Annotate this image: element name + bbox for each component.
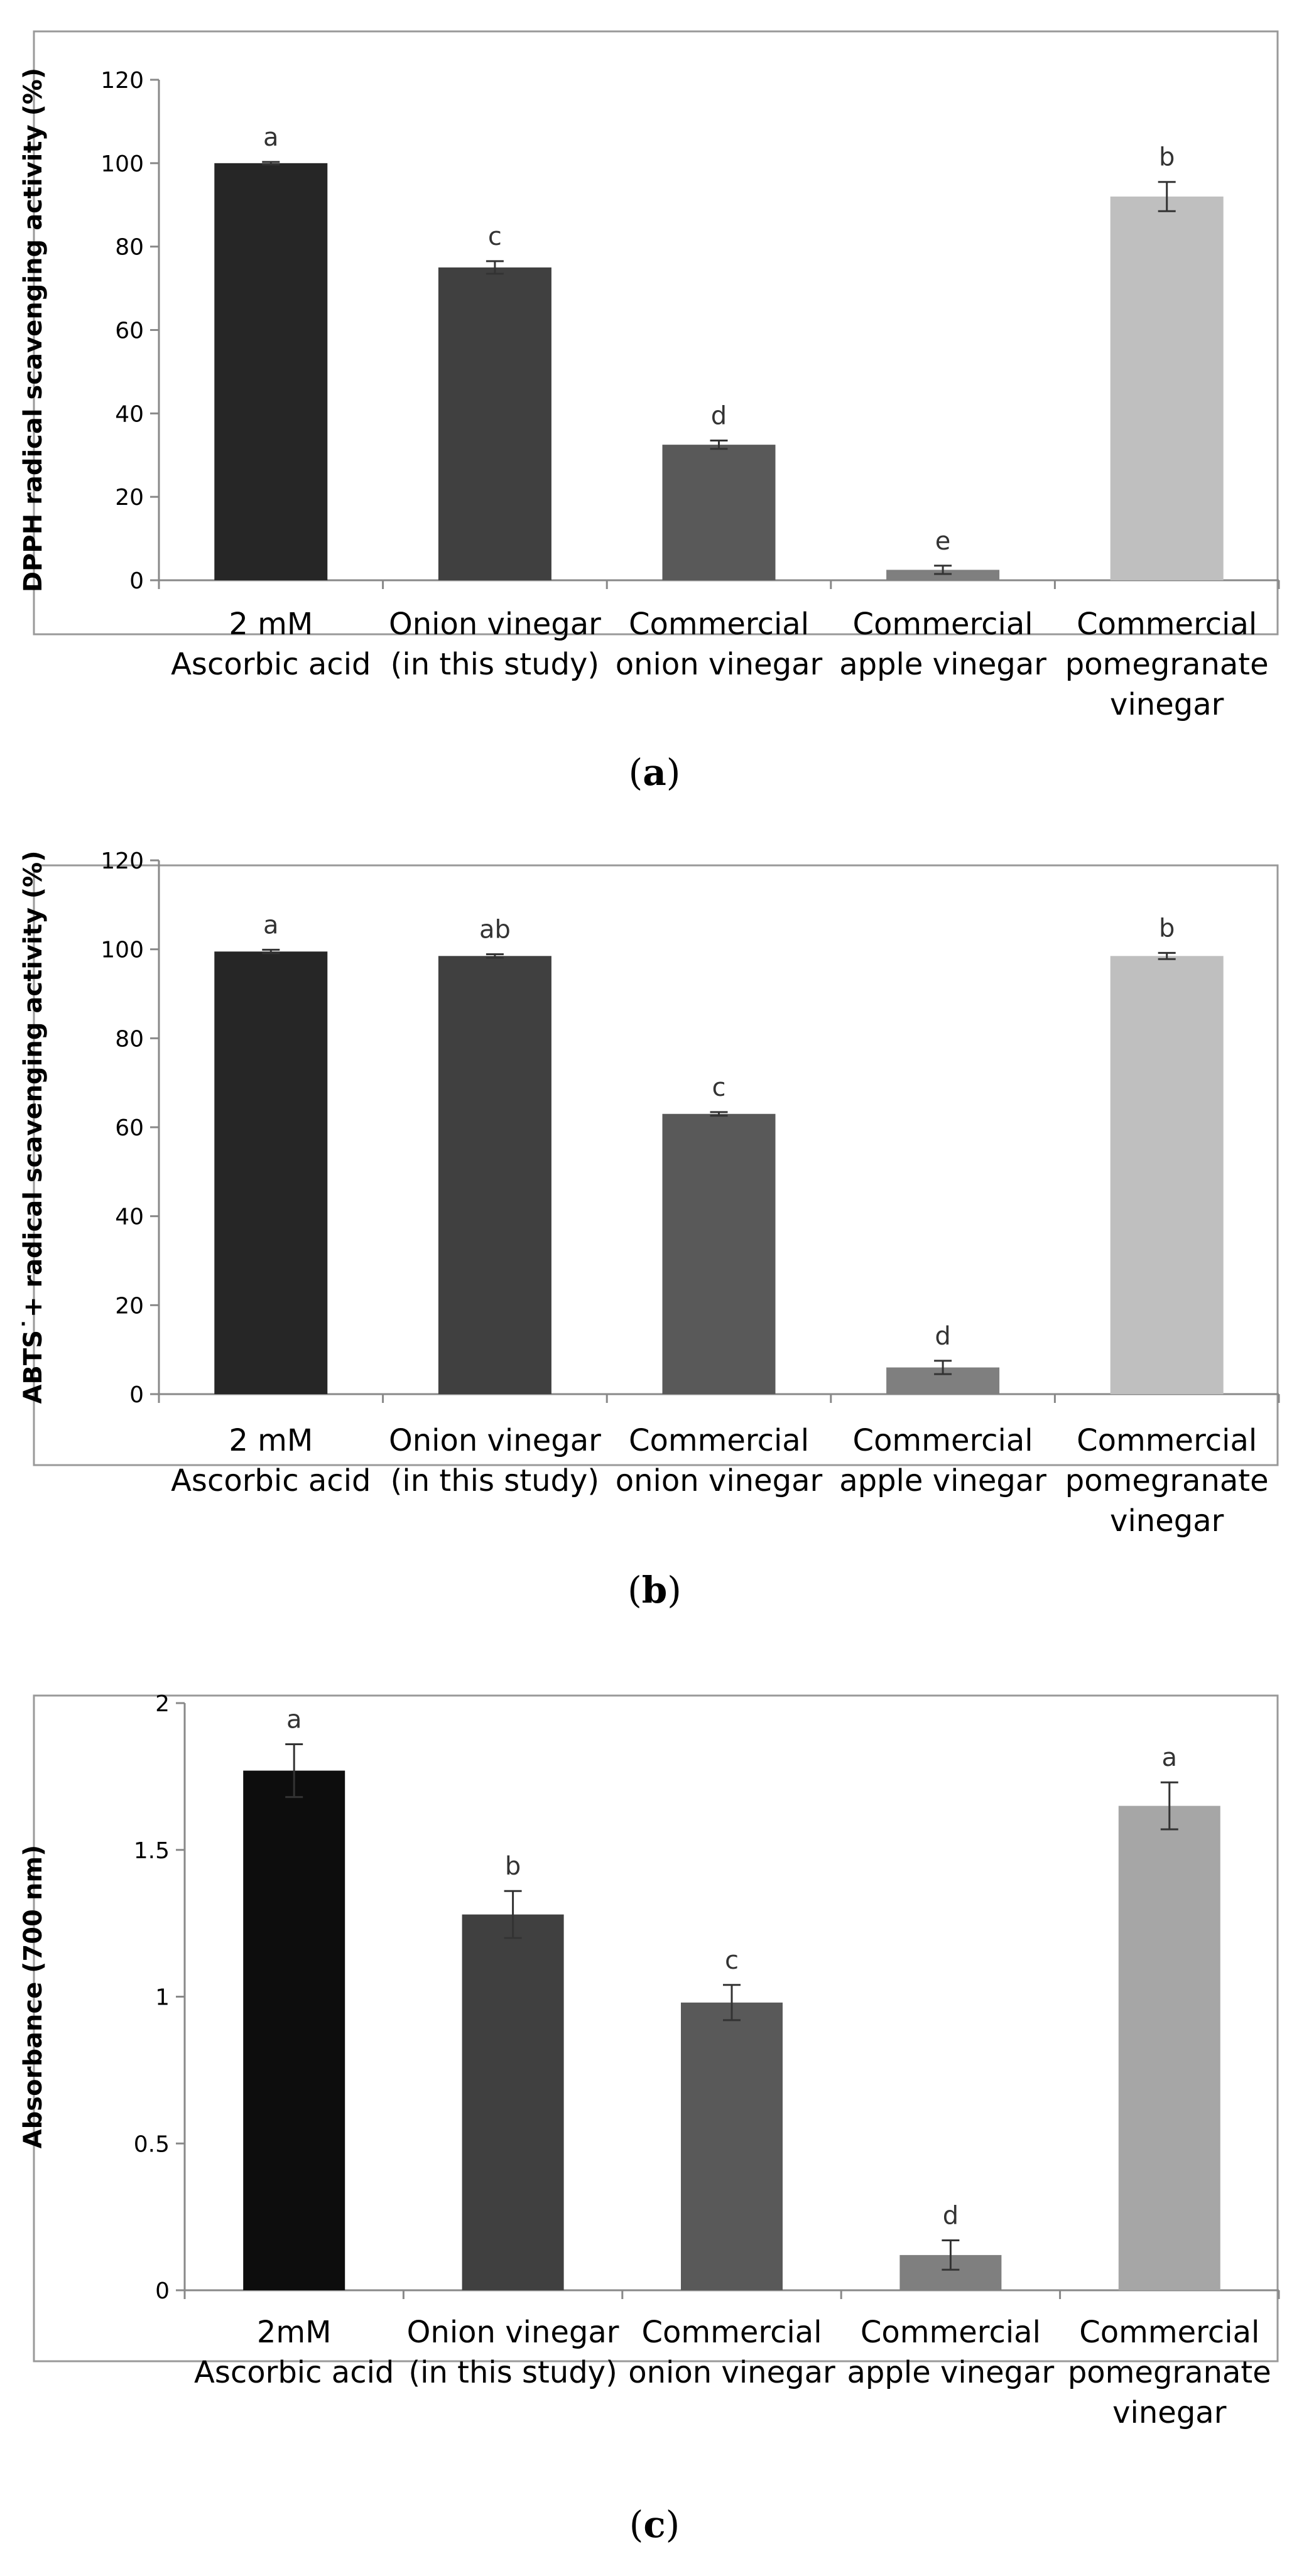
significance-letter: a [263, 911, 279, 939]
significance-letter: d [943, 2202, 959, 2231]
chart-panel-c: 0 0.5 1 1.5 2 Absorbance (700 nm) a 2mM Ascorbic… [19, 1691, 1280, 2546]
y-axis-label: Absorbance (700 nm) [19, 1845, 48, 2149]
significance-letter: a [263, 123, 279, 152]
category-label: Commercial [629, 1423, 809, 1458]
y-tick-label: 120 [100, 68, 144, 94]
category-label: Commercial [853, 607, 1033, 642]
y-tick-label: 100 [100, 938, 144, 963]
bar [438, 267, 551, 580]
y-tick-label: 100 [100, 151, 144, 177]
panel-label: (c) [629, 2503, 680, 2546]
category-label: 2 mM [229, 1423, 313, 1458]
bar [662, 445, 776, 580]
chart-panel-b: 0 20 40 60 80 100 120 ABTS˙+ radical scavenging… [19, 848, 1280, 1611]
category-label: Onion vinegar [389, 1423, 601, 1458]
y-tick-label: 20 [115, 485, 144, 511]
y-axis-label: ABTS˙+ radical scavenging activity (%) [19, 850, 48, 1404]
significance-letter: b [505, 1852, 521, 1881]
bar [1110, 196, 1224, 580]
y-tick-label: 40 [115, 401, 144, 427]
bar [214, 951, 328, 1394]
category-label: apple vinegar [839, 647, 1046, 682]
category-label: Commercial [629, 607, 809, 642]
category-label: Onion vinegar [389, 607, 601, 642]
y-tick-label: 20 [115, 1293, 144, 1319]
y-tick-label: 1 [155, 1985, 170, 2011]
category-label: 2 mM [229, 607, 313, 642]
y-tick-label: 120 [100, 848, 144, 874]
category-label: Ascorbic acid [171, 647, 371, 682]
category-label: pomegranate [1068, 2355, 1271, 2390]
category-label: Commercial [861, 2315, 1041, 2350]
category-label: Commercial [1077, 607, 1257, 642]
category-label: Commercial [1077, 1423, 1257, 1458]
significance-letter: a [1162, 1743, 1178, 1772]
category-label: Ascorbic acid [194, 2355, 394, 2390]
category-label: vinegar [1112, 2395, 1227, 2430]
significance-letter: e [935, 527, 951, 556]
panel-label: (b) [627, 1569, 682, 1611]
bar [214, 163, 328, 580]
bar [886, 570, 1000, 580]
significance-letter: a [286, 1705, 302, 1734]
significance-letter: b [1159, 143, 1175, 172]
bar [1110, 956, 1224, 1394]
bar [243, 1770, 345, 2290]
significance-letter: ab [479, 915, 511, 944]
significance-letter: c [712, 1073, 726, 1102]
category-label: (in this study) [408, 2355, 617, 2390]
y-tick-label: 40 [115, 1204, 144, 1230]
significance-letter: d [935, 1322, 950, 1351]
y-tick-label: 0 [129, 568, 144, 594]
chart-frame [33, 30, 1279, 636]
category-label: onion vinegar [628, 2355, 835, 2390]
category-label: Commercial [1079, 2315, 1259, 2350]
category-label: 2mM [257, 2315, 332, 2350]
category-label: (in this study) [391, 1463, 599, 1498]
chart-frame [33, 864, 1279, 1466]
y-tick-label: 0 [155, 2278, 170, 2304]
panel-label: (a) [629, 751, 681, 794]
category-label: pomegranate [1065, 647, 1269, 682]
category-label: Commercial [641, 2315, 822, 2350]
bar [1118, 1805, 1220, 2290]
bar [462, 1914, 564, 2290]
category-label: pomegranate [1065, 1463, 1269, 1498]
y-tick-label: 60 [115, 1115, 144, 1141]
category-label: apple vinegar [839, 1463, 1046, 1498]
category-label: Ascorbic acid [171, 1463, 371, 1498]
y-tick-label: 80 [115, 235, 144, 261]
significance-letter: c [725, 1946, 739, 1975]
category-label: onion vinegar [616, 1463, 823, 1498]
bar [438, 956, 551, 1394]
y-tick-label: 60 [115, 318, 144, 344]
category-label: vinegar [1110, 1503, 1224, 1539]
significance-letter: c [488, 222, 502, 251]
category-label: vinegar [1110, 687, 1224, 722]
y-tick-label: 1.5 [134, 1838, 170, 1864]
chart-panel-a: 0 20 40 60 80 100 120 DPPH radical scavenging a… [19, 30, 1280, 794]
chart-frame [33, 1694, 1279, 2362]
bar [662, 1113, 776, 1394]
y-tick-label: 0 [129, 1382, 144, 1408]
category-label: Commercial [853, 1423, 1033, 1458]
category-label: onion vinegar [616, 647, 823, 682]
y-tick-label: 80 [115, 1026, 144, 1052]
y-axis-label: DPPH radical scavenging activity (%) [19, 68, 48, 592]
y-tick-label: 2 [155, 1691, 170, 1717]
category-label: Onion vinegar [407, 2315, 619, 2350]
category-label: apple vinegar [847, 2355, 1055, 2390]
significance-letter: b [1159, 914, 1175, 943]
category-label: (in this study) [391, 647, 599, 682]
y-tick-label: 0.5 [134, 2131, 170, 2157]
bar [681, 2002, 783, 2290]
significance-letter: d [711, 402, 727, 431]
